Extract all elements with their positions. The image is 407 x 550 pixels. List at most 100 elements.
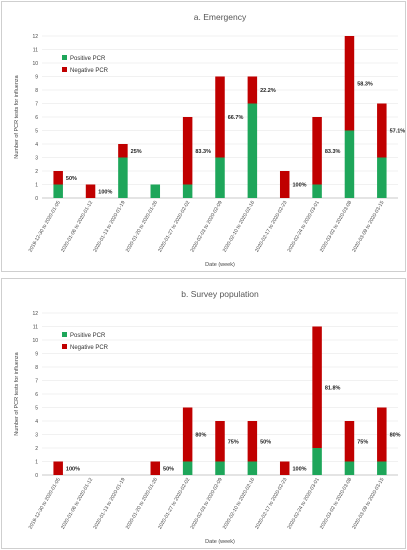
x-tick-label: 2020-02-03 to 2020-02-09 [189, 200, 223, 254]
bar-negative [53, 171, 63, 185]
bar-positive [215, 461, 225, 475]
x-tick-label: 2020-02-24 to 2020-03-01 [287, 200, 321, 254]
y-tick-label: 11 [33, 47, 38, 53]
y-tick-label: 3 [35, 155, 38, 161]
bar-negative [53, 461, 63, 475]
bar-negative [247, 421, 258, 462]
bar-positive [182, 461, 193, 475]
bar-negative [118, 144, 128, 158]
x-tick-label: 2020-01-06 to 2020-01-12 [60, 477, 94, 531]
x-tick-label: 2020-03-09 to 2020-03-15 [351, 200, 385, 254]
bar-positive [215, 157, 225, 198]
x-tick-label: 2020-01-06 to 2020-01-12 [60, 200, 94, 254]
legend-swatch-positive [62, 55, 67, 60]
data-label: 75% [357, 439, 368, 445]
bar-negative [279, 171, 290, 198]
bar-positive [247, 103, 258, 198]
bar-positive [377, 157, 387, 198]
y-tick-label: 5 [35, 405, 38, 411]
bar-positive [344, 461, 355, 475]
bar-positive [182, 184, 193, 198]
data-label: 50% [163, 466, 174, 472]
data-label: 58.3% [357, 81, 373, 87]
data-label: 75% [228, 439, 239, 445]
bar-negative [377, 407, 387, 462]
bar-positive [247, 461, 258, 475]
x-tick-label: 2020-01-13 to 2020-01-19 [92, 200, 126, 254]
bar-negative [182, 407, 193, 462]
x-tick-label: 2020-02-17 to 2020-02-23 [254, 477, 288, 531]
y-tick-label: 2 [35, 169, 38, 175]
x-tick-label: 2020-01-20 to 2020-01-26 [125, 477, 159, 531]
data-label: 22.2% [260, 88, 276, 94]
data-label: 100% [292, 183, 306, 189]
y-tick-label: 6 [35, 115, 38, 121]
legend-swatch-positive [62, 332, 67, 337]
bar-positive [312, 184, 322, 198]
y-tick-label: 7 [35, 378, 38, 384]
legend-label-positive: Positive PCR [70, 333, 106, 339]
y-tick-label: 12 [32, 34, 38, 40]
legend-label-negative: Negative PCR [70, 68, 109, 74]
x-tick-label: 2019-12-30 to 2020-01-05 [28, 477, 62, 531]
data-label: 80% [390, 433, 401, 439]
chart-panel-emergency: a. Emergency 0 1 2 3 4 5 6 7 8 9 10 11 12 Number of PC… [1, 1, 406, 272]
x-tick-label: 2019-12-30 to 2020-01-05 [28, 200, 62, 254]
chart-survey: b. Survey population0123456789101112Numb… [14, 289, 401, 545]
y-tick-label: 0 [35, 473, 38, 479]
y-tick-label: 2 [35, 446, 38, 452]
y-tick-label: 10 [32, 61, 38, 67]
legend-label-positive: Positive PCR [70, 56, 106, 62]
bar-negative [312, 117, 322, 185]
data-label: 50% [66, 176, 77, 182]
x-tick-label: 2020-03-02 to 2020-03-08 [319, 477, 353, 531]
data-label: 83.3% [325, 149, 341, 155]
x-tick-label: 2020-02-10 to 2020-02-16 [222, 477, 256, 531]
bar-negative [215, 76, 225, 158]
y-tick-label: 8 [35, 365, 38, 371]
x-tick-label: 2020-01-13 to 2020-01-19 [92, 477, 126, 531]
bar-negative [247, 76, 258, 104]
bar-negative [377, 103, 387, 158]
bar-negative [150, 461, 161, 475]
chart-panel-survey: b. Survey population 0 1 2 3 4 5 6 7 8 9 10 11 12 Numb… [1, 278, 406, 549]
y-tick-label: 9 [35, 351, 38, 357]
y-tick-label: 11 [33, 324, 38, 330]
data-label: 66.7% [228, 115, 244, 121]
bar-positive [118, 157, 128, 198]
x-tick-label: 2020-02-17 to 2020-02-23 [254, 200, 288, 254]
bar-negative [344, 421, 355, 462]
x-tick-label: 2020-02-24 to 2020-03-01 [287, 477, 321, 531]
y-axis-label: Number of PCR tests for influenza [14, 74, 20, 158]
y-tick-label: 0 [35, 196, 38, 202]
bar-negative [182, 117, 193, 185]
data-label: 80% [195, 433, 206, 439]
chart-title: b. Survey population [181, 289, 259, 299]
legend-swatch-negative [62, 344, 67, 349]
x-tick-label: 2020-03-02 to 2020-03-08 [319, 200, 353, 254]
data-label: 100% [292, 466, 306, 472]
data-label: 100% [98, 189, 112, 195]
y-tick-label: 8 [35, 88, 38, 94]
bar-negative [215, 421, 225, 462]
bar-negative [344, 36, 355, 131]
x-axis-label: Date (week) [205, 539, 235, 545]
bar-positive [53, 184, 63, 198]
data-label: 83.3% [195, 149, 211, 155]
bar-positive [312, 448, 322, 475]
data-label: 57.1% [390, 129, 405, 135]
y-tick-label: 7 [35, 101, 38, 107]
x-tick-label: 2020-02-10 to 2020-02-16 [222, 200, 256, 254]
y-tick-label: 4 [35, 419, 38, 425]
x-tick-label: 2020-02-03 to 2020-02-09 [189, 477, 223, 531]
data-label: 50% [260, 439, 271, 445]
y-tick-label: 10 [32, 338, 38, 344]
y-tick-label: 12 [32, 311, 38, 317]
y-tick-label: 3 [35, 432, 38, 438]
bar-positive [344, 130, 355, 198]
data-label: 81.8% [325, 385, 341, 391]
y-tick-label: 9 [35, 74, 38, 80]
bar-negative [279, 461, 290, 475]
y-tick-label: 4 [35, 142, 38, 148]
